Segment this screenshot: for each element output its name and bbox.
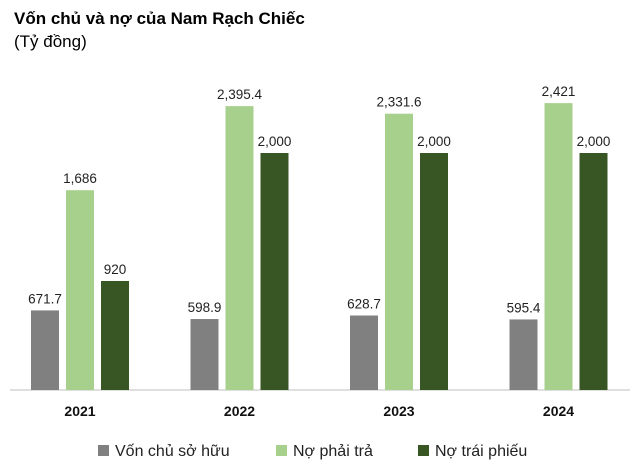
- data-label: 595.4: [507, 300, 541, 315]
- x-tick-label: 2023: [383, 403, 414, 419]
- legend-swatch: [98, 445, 109, 456]
- legend-label: Nợ trái phiếu: [435, 443, 527, 460]
- bar-2024-series-3: [579, 153, 608, 390]
- bars-group: 671.7 1,686 920 2021 598.9 2,395.4 2,000 2022 62…: [28, 84, 610, 419]
- data-label: 2,421: [542, 84, 576, 99]
- bar-2021-series-1: [31, 310, 59, 390]
- legend: Vốn chủ sở hữu Nợ phải trả Nợ trái phiếu: [98, 443, 527, 460]
- legend-label: Nợ phải trả: [293, 443, 373, 460]
- data-label: 671.7: [28, 291, 62, 306]
- bar-2022-series-3: [260, 153, 289, 390]
- data-label: 2,395.4: [217, 87, 263, 102]
- bar-2021-series-2: [66, 190, 94, 390]
- bar-2023-series-2: [385, 113, 413, 391]
- data-label: 598.9: [188, 300, 222, 315]
- bar-2024-series-1: [509, 319, 538, 390]
- x-tick-label: 2022: [224, 403, 255, 419]
- data-label: 2,331.6: [376, 95, 421, 110]
- data-label: 2,000: [258, 134, 292, 149]
- data-label: 2,000: [577, 134, 611, 149]
- x-tick-label: 2021: [64, 403, 95, 419]
- x-tick-label: 2024: [543, 403, 574, 419]
- data-label: 1,686: [63, 171, 97, 186]
- bar-2022-series-2: [225, 106, 254, 390]
- data-label: 2,000: [417, 134, 451, 149]
- bar-2023-series-1: [350, 315, 378, 390]
- bar-2022-series-1: [190, 319, 219, 390]
- bar-2021-series-3: [101, 280, 129, 390]
- legend-swatch: [276, 445, 287, 456]
- data-label: 920: [104, 262, 127, 277]
- legend-label: Vốn chủ sở hữu: [115, 443, 230, 460]
- legend-swatch: [418, 445, 429, 456]
- chart-title: Vốn chủ và nợ của Nam Rạch Chiếc: [14, 9, 305, 28]
- bar-2023-series-3: [420, 153, 448, 390]
- data-label: 628.7: [347, 296, 381, 311]
- bar-2024-series-2: [544, 103, 573, 390]
- chart-subtitle: (Tỷ đồng): [14, 32, 87, 51]
